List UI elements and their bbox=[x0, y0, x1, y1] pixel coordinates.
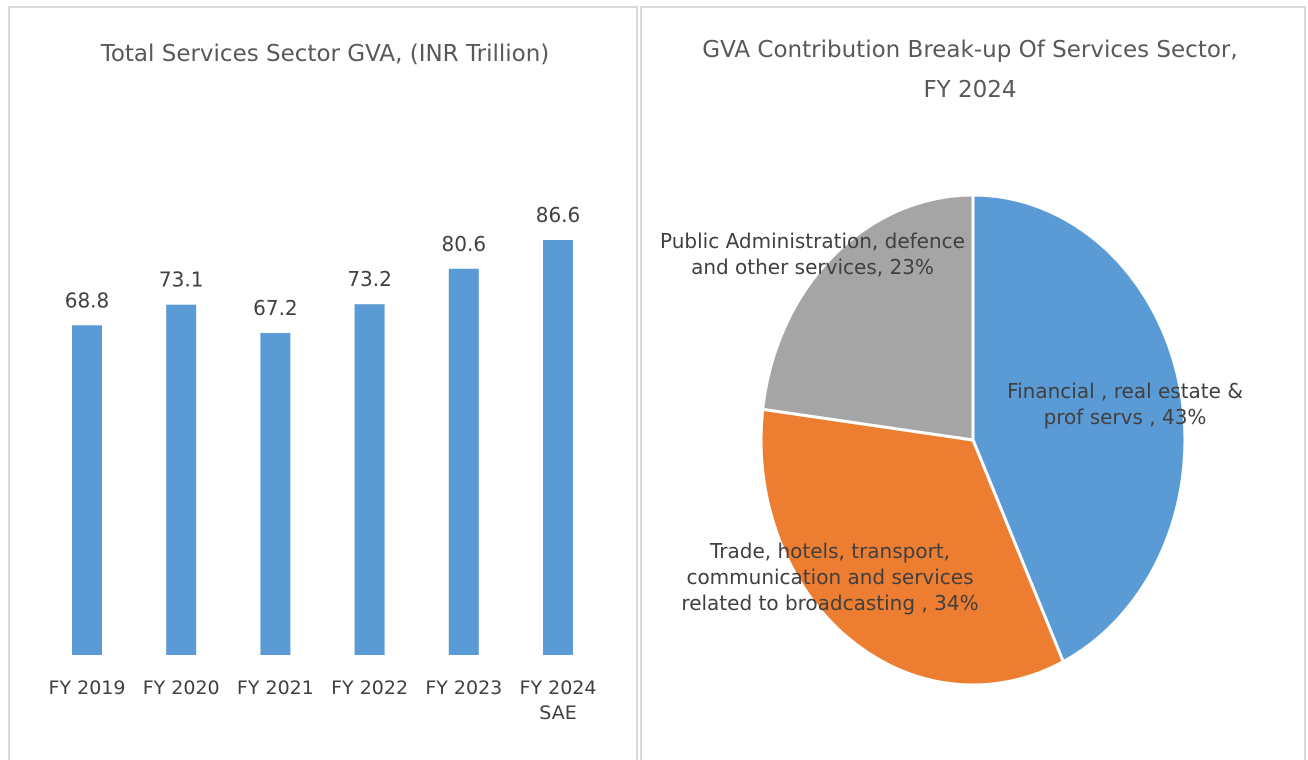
slice-value: 23% bbox=[889, 255, 934, 279]
slice-label: Financial , real estate & prof servs , 4… bbox=[1000, 378, 1250, 430]
pie-title: GVA Contribution Break-up Of Services Se… bbox=[702, 37, 1238, 104]
pie-slice bbox=[761, 193, 975, 442]
data-label: 67.2 bbox=[253, 296, 298, 320]
bar bbox=[260, 332, 291, 655]
data-label: 73.1 bbox=[159, 268, 204, 292]
pie-slice bbox=[759, 407, 1066, 687]
bar bbox=[166, 304, 197, 655]
pie-slice bbox=[971, 193, 1187, 664]
slice-category: Trade, hotels, transport, communication … bbox=[681, 539, 974, 615]
bar bbox=[72, 325, 102, 655]
data-label: 80.6 bbox=[442, 232, 487, 256]
data-label: 86.6 bbox=[536, 203, 581, 227]
bar bbox=[448, 268, 479, 655]
x-tick-label: FY 2023 bbox=[425, 677, 503, 699]
x-tick-label: FY 2020 bbox=[142, 677, 220, 699]
slice-category: Financial , real estate & prof servs , bbox=[1007, 379, 1243, 429]
slice-category: Public Administration, defence and other… bbox=[660, 229, 965, 279]
x-tick-label: FY 2021 bbox=[236, 677, 314, 699]
slice-label: Public Administration, defence and other… bbox=[660, 228, 965, 280]
data-label: 73.2 bbox=[347, 267, 392, 291]
bar-panel bbox=[8, 6, 638, 760]
bar bbox=[543, 240, 573, 655]
bar-title: Total Services Sector GVA, (INR Trillion… bbox=[100, 41, 550, 67]
slice-value: 34% bbox=[934, 591, 979, 615]
x-tick-label: FY 2019 bbox=[48, 677, 126, 699]
slice-label: Trade, hotels, transport, communication … bbox=[655, 538, 1005, 616]
bar bbox=[354, 304, 385, 655]
data-label: 68.8 bbox=[65, 288, 110, 312]
slice-value: 43% bbox=[1161, 405, 1207, 429]
x-tick-label: FY 2022 bbox=[331, 677, 409, 699]
x-tick-label: FY 2024 SAE bbox=[519, 677, 597, 724]
